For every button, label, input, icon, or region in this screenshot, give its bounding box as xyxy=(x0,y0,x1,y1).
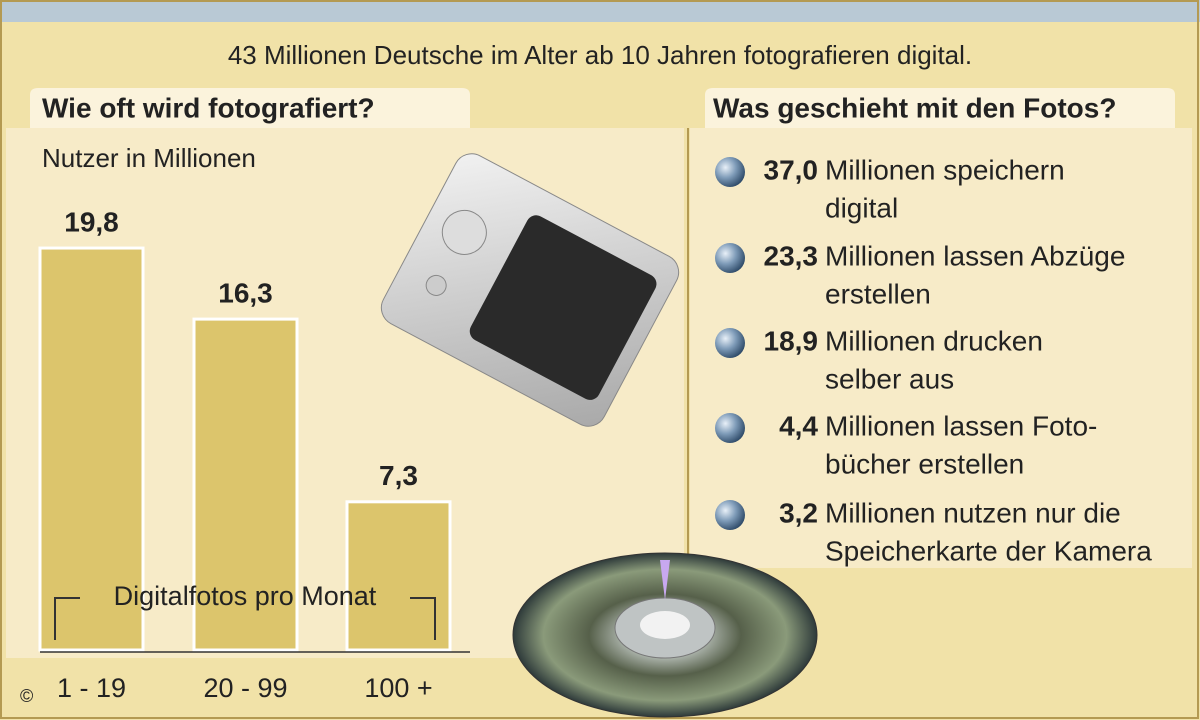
item-value: 18,9 xyxy=(764,325,819,356)
title-band xyxy=(0,0,1200,22)
item-text: digital xyxy=(825,192,898,223)
item-text: Millionen lassen Foto- xyxy=(825,410,1097,441)
bullet xyxy=(715,500,745,530)
bar xyxy=(192,317,299,652)
item-value: 4,4 xyxy=(779,410,818,441)
item-value: 23,3 xyxy=(764,240,819,271)
item-text: Millionen lassen Abzüge xyxy=(825,240,1125,271)
chart-title: Wie oft wird fotografiert? xyxy=(42,92,375,123)
list-title: Was geschieht mit den Fotos? xyxy=(713,92,1116,123)
bullet xyxy=(715,413,745,443)
x-tick-label: 20 - 99 xyxy=(203,673,287,703)
x-tick-label: 100 + xyxy=(364,673,432,703)
bar xyxy=(38,246,145,652)
item-value: 3,2 xyxy=(779,497,818,528)
item-text: bücher erstellen xyxy=(825,448,1024,479)
item-text: Millionen speichern xyxy=(825,154,1065,185)
item-text: Millionen drucken xyxy=(825,325,1043,356)
item-text: Speicherkarte der Kamera xyxy=(825,535,1152,566)
bullet xyxy=(715,243,745,273)
copyright: © xyxy=(20,686,33,706)
list-tab xyxy=(705,88,1175,128)
cd-illustration xyxy=(512,552,818,718)
value-label: 7,3 xyxy=(379,460,418,491)
camera-illustration xyxy=(380,153,680,427)
subtitle: 43 Millionen Deutsche im Alter ab 10 Jah… xyxy=(228,40,972,70)
item-text: erstellen xyxy=(825,278,931,309)
item-value: 37,0 xyxy=(764,154,819,185)
item-text: Millionen nutzen nur die xyxy=(825,497,1121,528)
x-tick-label: 1 - 19 xyxy=(57,673,126,703)
list-panel xyxy=(690,128,1192,568)
bullet xyxy=(715,157,745,187)
value-label: 19,8 xyxy=(64,206,119,237)
value-label: 16,3 xyxy=(218,278,273,309)
bullet xyxy=(715,328,745,358)
item-text: selber aus xyxy=(825,363,954,394)
y-axis-label: Nutzer in Millionen xyxy=(42,143,256,173)
chart-tab xyxy=(30,88,470,128)
x-axis-label: Digitalfotos pro Monat xyxy=(114,581,377,611)
bar xyxy=(345,500,452,652)
x-bracket xyxy=(54,597,436,640)
